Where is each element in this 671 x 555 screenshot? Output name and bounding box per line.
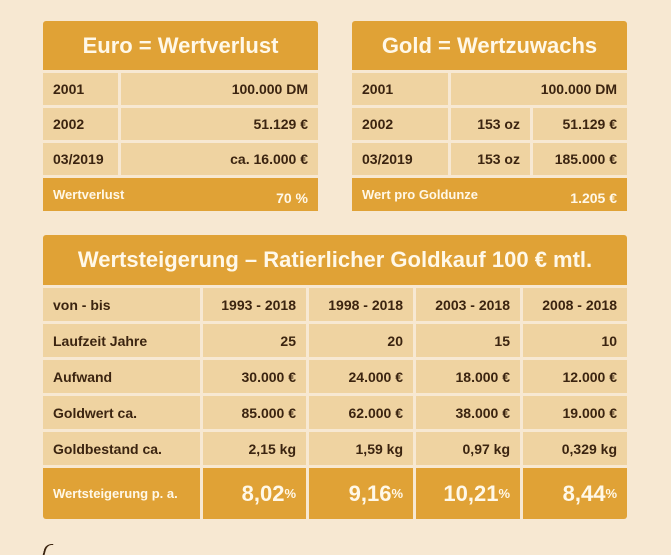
gold-footer-value: 1.205 € [570,190,617,206]
row-value: 10 [523,324,627,357]
row-value: 0,329 kg [523,432,627,465]
footer-unit: % [284,486,296,501]
savings-table-footer: Wertsteigerung p. a. 8,02% 9,16% 10,21% … [43,468,627,519]
row-label: 2002 [43,108,118,140]
row-oz: 153 oz [451,108,530,140]
row-value: 185.000 € [533,143,627,175]
row-value: 1,59 kg [309,432,413,465]
row-label: Laufzeit Jahre [43,324,200,357]
row-value: 51.129 € [121,108,318,140]
footer-unit: % [605,486,617,501]
row-label: 2002 [352,108,448,140]
footer-value: 8,02% [203,468,306,519]
footer-unit: % [498,486,510,501]
row-label: Aufwand [43,360,200,393]
table-row: 03/2019 153 oz 185.000 € [352,143,627,175]
row-value: 25 [203,324,306,357]
footer-label: Wertverlust [43,178,318,211]
table-row: 2001 100.000 DM [43,73,318,105]
table-row: Laufzeit Jahre 25 20 15 10 [43,324,627,357]
row-value: 38.000 € [416,396,520,429]
header-label: von - bis [43,288,200,321]
footer-number: 9,16 [348,480,392,506]
footer-label: Wertsteigerung p. a. [43,468,200,519]
row-value: 2,15 kg [203,432,306,465]
table-row: Goldbestand ca. 2,15 kg 1,59 kg 0,97 kg … [43,432,627,465]
euro-table-footer: Wertverlust [43,178,318,211]
row-label: Goldbestand ca. [43,432,200,465]
footer-unit: % [391,486,403,501]
header-period: 1993 - 2018 [203,288,306,321]
row-value: 51.129 € [533,108,627,140]
row-value: 100.000 DM [451,73,627,105]
euro-table-title: Euro = Wertverlust [43,21,318,70]
row-value: 15 [416,324,520,357]
euro-footer-value: 70 % [276,190,308,206]
footer-value: 9,16% [309,468,413,519]
row-label: 2001 [352,73,448,105]
footer-number: 8,44 [562,480,606,506]
gold-table-footer: Wert pro Goldunze [352,178,627,211]
table-row: Aufwand 30.000 € 24.000 € 18.000 € 12.00… [43,360,627,393]
table-row: Goldwert ca. 85.000 € 62.000 € 38.000 € … [43,396,627,429]
table-row: 03/2019 ca. 16.000 € [43,143,318,175]
footer-number: 8,02 [241,480,285,506]
row-value: 20 [309,324,413,357]
header-period: 2003 - 2018 [416,288,520,321]
row-label: 03/2019 [352,143,448,175]
row-value: 19.000 € [523,396,627,429]
table-row: 2001 100.000 DM [352,73,627,105]
row-value: 0,97 kg [416,432,520,465]
header-period: 2008 - 2018 [523,288,627,321]
row-value: 24.000 € [309,360,413,393]
table-row: 2002 51.129 € [43,108,318,140]
partial-glyph [42,544,54,555]
row-value: 18.000 € [416,360,520,393]
row-label: 2001 [43,73,118,105]
row-value: ca. 16.000 € [121,143,318,175]
header-period: 1998 - 2018 [309,288,413,321]
footer-value: 8,44% [523,468,627,519]
row-oz: 153 oz [451,143,530,175]
table-row: 2002 153 oz 51.129 € [352,108,627,140]
table-header-row: von - bis 1993 - 2018 1998 - 2018 2003 -… [43,288,627,321]
row-value: 30.000 € [203,360,306,393]
footer-number: 10,21 [443,480,499,506]
euro-table: Euro = Wertverlust 2001 100.000 DM 2002 … [43,21,318,211]
row-value: 12.000 € [523,360,627,393]
footer-label: Wert pro Goldunze [352,178,627,211]
row-value: 85.000 € [203,396,306,429]
gold-table-title: Gold = Wertzuwachs [352,21,627,70]
row-value: 100.000 DM [121,73,318,105]
savings-table-title: Wertsteigerung – Ratierlicher Goldkauf 1… [43,235,627,285]
gold-table: Gold = Wertzuwachs 2001 100.000 DM 2002 … [352,21,627,211]
footer-value: 10,21% [416,468,520,519]
row-value: 62.000 € [309,396,413,429]
savings-table: Wertsteigerung – Ratierlicher Goldkauf 1… [43,235,627,519]
row-label: 03/2019 [43,143,118,175]
row-label: Goldwert ca. [43,396,200,429]
